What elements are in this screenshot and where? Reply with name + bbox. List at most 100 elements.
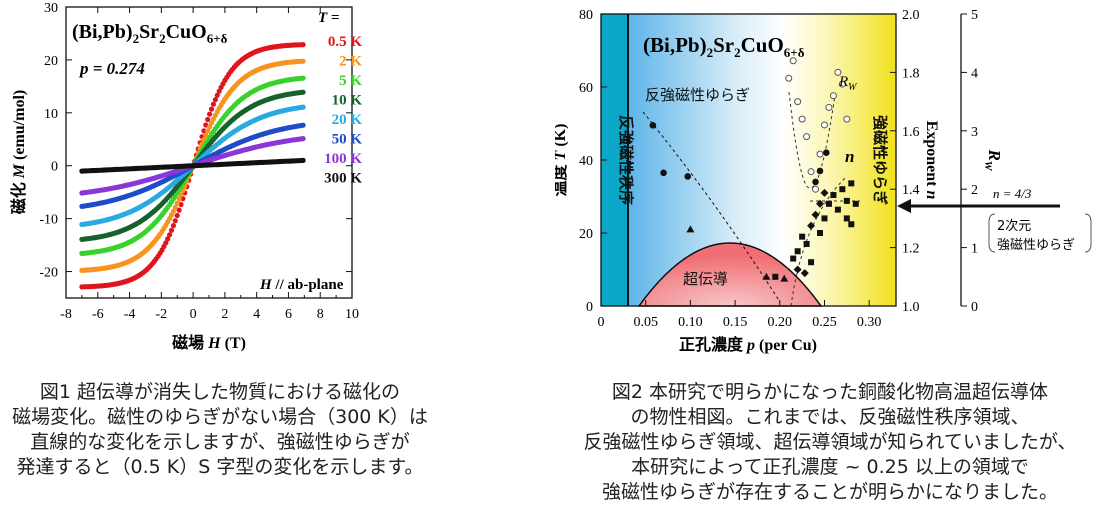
x-axis-label: 磁場 H (T) xyxy=(172,333,246,352)
data-point xyxy=(208,106,215,112)
caption-line: 強磁性ゆらぎが存在することが明らかになりました。 xyxy=(601,481,1058,503)
rw-open-circle xyxy=(798,115,806,123)
y-tick-label: 20 xyxy=(44,54,58,69)
rw-open-circle xyxy=(789,57,797,65)
x-tick-labels: -8 -6 -4 -2 0 2 4 6 8 10 xyxy=(60,307,359,322)
data-point xyxy=(300,75,306,81)
y-tick-label: -10 xyxy=(39,213,58,228)
data-point xyxy=(208,120,215,126)
data-point xyxy=(174,212,180,219)
data-point xyxy=(205,128,211,134)
doping-label: p = 0.274 xyxy=(78,59,145,78)
data-point xyxy=(205,116,211,123)
n-exponent-point xyxy=(839,186,846,193)
y3-tick-label: 3 xyxy=(971,125,978,140)
rw-guide-curve xyxy=(788,91,836,189)
rw-axis-label: RW xyxy=(982,148,1004,171)
data-point xyxy=(300,136,306,142)
n-curve-label: n xyxy=(845,147,854,166)
n-exponent-point xyxy=(821,215,828,222)
data-point xyxy=(214,92,220,98)
data-point xyxy=(168,227,175,233)
data-point xyxy=(176,196,182,202)
data-point xyxy=(300,157,306,163)
series-5K xyxy=(79,75,306,256)
rw-open-circle xyxy=(829,92,837,100)
afm-fluctuation-curve xyxy=(642,111,781,303)
caption-line: 発達すると（0.5 K）S 字型の変化を示します。 xyxy=(16,456,424,478)
data-point xyxy=(170,208,176,214)
square-point xyxy=(803,240,810,247)
x-tick-label: -8 xyxy=(60,307,72,322)
x-tick-label: 2 xyxy=(221,307,228,322)
rw-open-circle xyxy=(812,185,820,193)
exponent-tick-labels: 1.0 1.2 1.4 1.6 1.8 2.0 xyxy=(902,8,920,315)
filled-circle-point xyxy=(660,169,667,177)
data-point xyxy=(300,122,306,128)
n-exponent-point xyxy=(843,197,850,204)
y-axis-label: 温度 T (K) xyxy=(555,124,569,198)
y2-tick-label: 1.2 xyxy=(902,242,920,257)
figure-2-caption: 図2 本研究で明らかになった銅酸化物高温超伝導体 の物性相図。これまでは、反強磁… xyxy=(560,380,1100,505)
y-tick-labels: 0 20 40 60 80 xyxy=(579,8,593,315)
rw-open-circle xyxy=(838,80,846,88)
y2-tick-label: 1.6 xyxy=(902,125,920,140)
x-tick-label: 0.15 xyxy=(723,315,748,330)
x-tick-label: 0.20 xyxy=(768,315,793,330)
data-point xyxy=(300,89,306,95)
rw-open-circle xyxy=(794,98,802,106)
diamond-point xyxy=(807,221,816,230)
data-point xyxy=(176,207,182,213)
n-exponent-point xyxy=(852,200,859,207)
n-exponent-point xyxy=(830,192,837,199)
data-point xyxy=(167,232,173,238)
data-point xyxy=(212,97,218,103)
tick-marks xyxy=(600,13,967,307)
afm-fluct-label: 反強磁性ゆらぎ xyxy=(645,86,750,104)
y-tick-label: 10 xyxy=(44,107,58,122)
data-point xyxy=(300,104,306,110)
filled-circle-point xyxy=(816,167,824,175)
rw-open-circle xyxy=(834,68,842,76)
y3-tick-label: 4 xyxy=(971,66,978,81)
legend-entry: 50 K xyxy=(332,132,363,148)
y2-tick-label: 2.0 xyxy=(902,8,920,23)
caption-line: 図2 本研究で明らかになった銅酸化物高温超伝導体 xyxy=(611,381,1049,403)
filled-circle-point xyxy=(822,149,830,156)
bracket-line-2: 強磁性ゆらぎ xyxy=(997,238,1075,253)
data-point xyxy=(165,236,171,242)
data-point xyxy=(203,132,209,138)
fm-fluct-label: 強磁性ゆらぎ xyxy=(871,115,889,205)
n-exponent-point xyxy=(834,206,841,213)
data-point xyxy=(163,240,169,246)
n-exponent-point xyxy=(848,221,855,228)
data-point xyxy=(174,200,180,206)
x-tick-label: 10 xyxy=(345,307,359,322)
rw-open-circle xyxy=(807,168,815,176)
n-exponent-point xyxy=(843,215,850,222)
n-exponent-point xyxy=(825,200,832,207)
x-tick-label: 0 xyxy=(598,315,605,330)
y3-tick-label: 5 xyxy=(971,8,978,23)
data-series xyxy=(79,42,306,290)
bracket-right xyxy=(1084,213,1092,253)
rw-open-circle xyxy=(816,150,824,158)
y-tick-label: -20 xyxy=(39,266,58,281)
data-point xyxy=(207,124,213,130)
y-tick-label: 20 xyxy=(579,227,593,242)
legend-entry: 0.5 K xyxy=(328,34,363,50)
filled-circle-point xyxy=(684,173,692,180)
legend: 0.5 K 2 K 5 K 10 K 20 K 50 K 100 K 300 K xyxy=(324,34,362,187)
figure-1-caption: 図1 超伝導が消失した物質における磁化の 磁場変化。磁性のゆらぎがない場合（30… xyxy=(10,380,430,480)
caption-line: 反強磁性ゆらぎ領域、超伝導領域が知られていましたが、 xyxy=(583,431,1077,453)
rw-tick-labels: 0 1 2 3 4 5 xyxy=(971,8,978,315)
x-tick-label: -6 xyxy=(92,307,104,322)
data-point xyxy=(300,42,306,48)
x-tick-label: 0.25 xyxy=(812,315,837,330)
caption-line: 直線的な変化を示しますが、強磁性ゆらぎが xyxy=(30,431,410,453)
tick-marks xyxy=(65,6,353,298)
diamond-point xyxy=(811,210,820,219)
x-axis-label: 正孔濃度 p (per Cu) xyxy=(679,335,817,354)
y-tick-label: 0 xyxy=(51,160,58,175)
